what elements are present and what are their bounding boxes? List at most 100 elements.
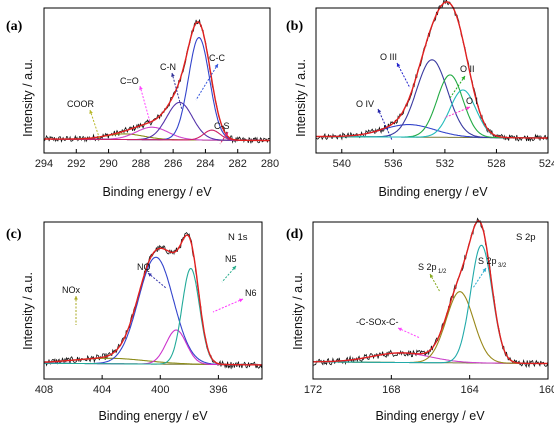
annotation-s2p12: S 2p 1/2 [418, 262, 447, 275]
annotation-o-i: O I [466, 96, 478, 106]
panel-label-d: (d) [286, 227, 303, 242]
panel-title-c: N 1s [228, 232, 248, 243]
x-tick-label: 168 [382, 384, 400, 396]
panel-label-a: (a) [6, 19, 23, 34]
annotation-arrow [449, 75, 466, 99]
annotation-arrowhead [396, 63, 401, 67]
panel-label-b: (b) [286, 19, 303, 34]
annotation-arrowhead [148, 273, 152, 277]
fit-envelope [316, 1, 548, 139]
annotation-c-s: C-S [214, 121, 230, 131]
y-axis-title-a: Intensity / a.u. [21, 59, 35, 137]
plot-area-b: 540 536 532 528 524 [315, 0, 554, 170]
annotation-arrow [221, 265, 237, 283]
x-tick-label: 536 [384, 158, 402, 170]
x-tick-label: 294 [35, 158, 53, 170]
x-tick-label: 288 [132, 158, 150, 170]
plot-area-c: 408 404 400 396 [35, 232, 263, 396]
annotation-arrowhead [214, 64, 218, 68]
annotation-o-ii: O II [460, 64, 475, 74]
annotation-arrow [139, 85, 151, 123]
x-tick-label: 280 [261, 158, 279, 170]
x-tick-label: 284 [196, 158, 214, 170]
fit-envelope [44, 21, 270, 142]
raw-spectrum-trace [315, 0, 549, 143]
annotation-o-iv: O IV [356, 99, 374, 109]
plot-area-d: 172 168 164 160 [304, 217, 554, 396]
x-axis-title-a: Binding energy / eV [102, 185, 212, 199]
annotation-arrow [219, 131, 229, 145]
x-axis-title-c: Binding energy / eV [98, 409, 208, 423]
annotation-s2p12-main: S 2p [418, 262, 437, 272]
annotation-arrowhead [482, 268, 486, 272]
annotation-arrow [377, 108, 393, 141]
x-tick-label: 524 [539, 158, 554, 170]
panel-a: (a) Intensity / a.u. 294 292 290 288 286 284 2… [6, 7, 279, 199]
annotation-coor: COOR [67, 99, 95, 109]
x-tick-label: 540 [333, 158, 351, 170]
x-tick-label: 400 [151, 384, 169, 396]
x-tick-label: 286 [164, 158, 182, 170]
x-tick-label: 164 [460, 384, 478, 396]
annotation-arrowhead [239, 298, 243, 303]
annotation-arrowhead [232, 266, 236, 270]
annotation-arrow [212, 298, 244, 313]
x-tick-label: 396 [209, 384, 227, 396]
annotation-arrowhead [461, 76, 465, 80]
annotation-arrow [171, 72, 183, 111]
panel-d: (d) Intensity / a.u. 172 168 164 160 S 2p -… [286, 217, 554, 423]
annotation-c-o: C=O [120, 76, 139, 86]
raw-spectrum-trace [43, 18, 271, 144]
annotation-arrowhead [74, 296, 78, 300]
annotation-arrow [147, 272, 167, 289]
y-axis-title-b: Intensity / a.u. [294, 59, 308, 137]
x-axis-title-d: Binding energy / eV [375, 409, 485, 423]
annotation-arrow [195, 63, 219, 101]
x-tick-label: 172 [304, 384, 322, 396]
annotation-c-c: C-C [209, 53, 225, 63]
annotation-arrow [397, 327, 421, 339]
annotation-arrow [396, 62, 411, 89]
annotation-arrowhead [466, 106, 470, 111]
annotation-c-n: C-N [160, 62, 176, 72]
annotation-nq: NQ [137, 262, 151, 272]
fit-envelope [43, 234, 262, 366]
annotation-arrowhead [224, 132, 228, 136]
annotation-arrowhead [171, 73, 175, 77]
annotation-n5: N5 [225, 254, 237, 264]
annotation-s2p32: S 2p 3/2 [478, 256, 507, 269]
annotation-arrowhead [430, 274, 434, 278]
annotation-arrowhead [377, 109, 382, 113]
y-axis-title-c: Intensity / a.u. [21, 272, 35, 350]
annotation-arrowhead [89, 110, 93, 114]
fit-envelope [313, 220, 548, 365]
y-axis-title-d: Intensity / a.u. [291, 272, 305, 350]
annotation-o-iii: O III [380, 52, 397, 62]
component-peak [313, 291, 548, 365]
annotation-s2p12-sub: 1/2 [438, 269, 447, 275]
component-peak [43, 267, 262, 366]
panel-label-c: (c) [6, 227, 22, 242]
panel-c: (c) Intensity / a.u. 408 404 400 396 N 1s N… [6, 221, 263, 423]
annotation-arrow [472, 267, 487, 289]
x-tick-label: 292 [67, 158, 85, 170]
annotation-arrow [89, 109, 101, 141]
panel-title-d: S 2p [516, 232, 536, 243]
annotation-arrowhead [139, 86, 143, 90]
plot-frame-c [43, 221, 263, 380]
annotation-nox: NOx [62, 285, 81, 295]
panel-b: (b) Intensity / a.u. 540 536 532 528 524 O I… [286, 0, 554, 199]
plot-frame-a [43, 7, 271, 154]
plot-area-a: 294 292 290 288 286 284 282 280 [35, 18, 279, 170]
x-tick-label: 532 [436, 158, 454, 170]
plot-frame-b [315, 7, 549, 154]
component-peak [43, 256, 262, 366]
annotation-n6: N6 [245, 288, 257, 298]
x-tick-label: 282 [229, 158, 247, 170]
x-tick-label: 408 [35, 384, 53, 396]
x-axis-title-b: Binding energy / eV [378, 185, 488, 199]
plot-frame-d [312, 221, 549, 380]
annotation-arrowhead [398, 327, 402, 332]
x-tick-label: 290 [99, 158, 117, 170]
